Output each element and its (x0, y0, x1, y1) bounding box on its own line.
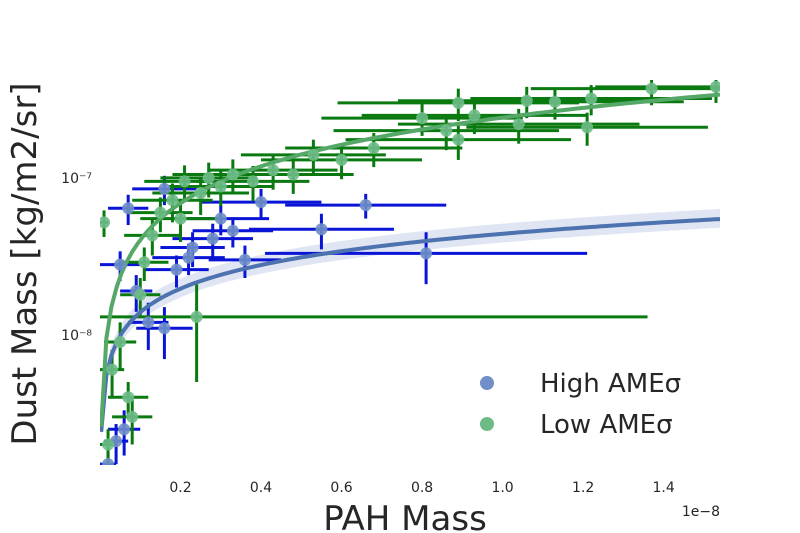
data-point-high-19 (158, 182, 171, 195)
data-point-low-24 (416, 112, 429, 125)
x-tick-label: 0.8 (411, 480, 433, 496)
data-point-low-6 (134, 288, 147, 301)
data-point-high-18 (122, 202, 135, 215)
data-point-low-23 (367, 141, 380, 154)
data-point-low-12 (178, 175, 191, 188)
data-point-low-30 (520, 94, 533, 107)
data-point-low-18 (246, 175, 259, 188)
data-point-high-11 (214, 212, 227, 225)
y-tick-label: 10⁻⁸ (61, 328, 92, 344)
data-point-low-8 (146, 229, 159, 242)
data-point-high-16 (359, 199, 372, 212)
data-point-high-8 (182, 251, 195, 264)
data-point-high-10 (206, 232, 219, 245)
data-point-low-25 (440, 124, 453, 137)
data-point-low-32 (581, 121, 594, 134)
x-tick-label: 1.0 (491, 480, 513, 496)
x-tick-label: 1.2 (572, 480, 594, 496)
data-point-high-14 (255, 196, 268, 209)
data-point-low-19 (267, 164, 280, 177)
data-point-low-29 (512, 118, 525, 131)
data-point-high-15 (315, 223, 328, 236)
data-point-low-11 (174, 212, 187, 225)
data-point-low-3 (114, 335, 127, 348)
data-point-low-22 (335, 153, 348, 166)
data-point-low-26 (452, 133, 465, 146)
data-point-low-16 (214, 180, 227, 193)
data-point-low-15 (202, 171, 215, 184)
data-point-low-34 (645, 82, 658, 95)
x-tick-label: 0.6 (330, 480, 352, 496)
data-point-high-17 (420, 247, 433, 260)
data-point-high-13 (238, 253, 251, 266)
data-point-low-14 (194, 187, 207, 200)
y-axis-label: Dust Mass [kg/m2/sr] (5, 82, 45, 445)
data-point-high-3 (114, 258, 127, 271)
data-point-low-31 (548, 95, 561, 108)
data-point-high-2 (118, 423, 131, 436)
data-point-low-4 (122, 391, 135, 404)
data-point-high-0 (102, 458, 115, 465)
point-layer (100, 80, 720, 465)
plot-area (100, 80, 720, 465)
data-point-low-13 (190, 310, 203, 323)
data-point-low-0 (100, 216, 111, 229)
data-point-low-1 (102, 438, 115, 451)
data-point-high-9 (186, 241, 199, 254)
data-point-low-33 (585, 92, 598, 105)
legend-marker-high (480, 376, 494, 390)
data-point-low-28 (468, 109, 481, 122)
x-tick-label: 0.2 (169, 480, 191, 496)
y-tick-label: 10⁻⁷ (61, 171, 92, 187)
data-point-high-12 (226, 224, 239, 237)
data-point-high-5 (142, 316, 155, 329)
fit-line-high (100, 217, 720, 432)
legend-label-low: Low AMEσ (540, 410, 673, 440)
legend-marker-low (480, 417, 494, 431)
data-point-low-2 (106, 363, 119, 376)
data-point-high-6 (158, 322, 171, 335)
legend-label-high: High AMEσ (540, 369, 681, 399)
data-point-low-17 (226, 168, 239, 181)
x-tick-label: 1.4 (653, 480, 675, 496)
data-point-low-27 (452, 96, 465, 109)
data-point-low-35 (709, 80, 720, 93)
legend: High AMEσ Low AMEσ (480, 369, 681, 440)
data-point-low-9 (154, 206, 167, 219)
x-axis-label: PAH Mass (323, 499, 487, 533)
data-point-low-20 (287, 168, 300, 181)
data-point-low-7 (138, 256, 151, 269)
x-tick-label: 0.4 (250, 480, 272, 496)
x-offset-label: 1e−8 (682, 504, 720, 520)
data-point-low-10 (166, 194, 179, 207)
data-point-high-7 (170, 263, 183, 276)
tick-layer: 0.2 0.4 0.6 0.8 1.0 1.2 1.4 10⁻⁸ 10⁻⁷ (61, 171, 675, 496)
data-point-low-21 (307, 148, 320, 161)
data-point-low-5 (126, 410, 139, 423)
